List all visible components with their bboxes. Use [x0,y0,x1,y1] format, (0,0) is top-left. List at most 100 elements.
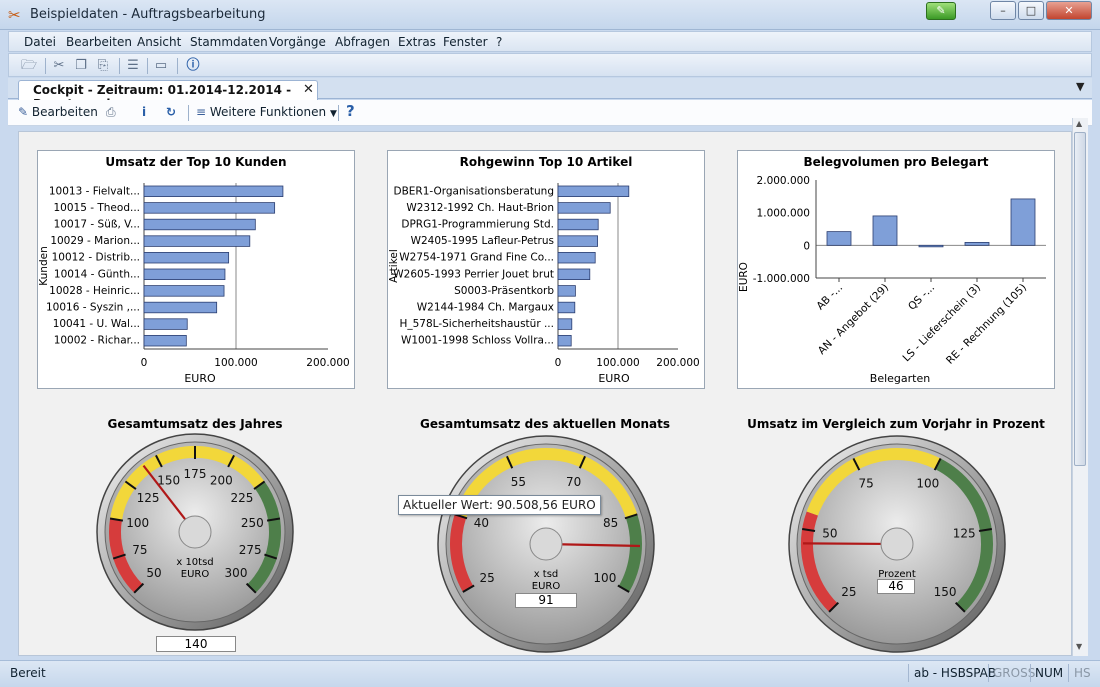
copy-icon[interactable]: ❐ [75,58,87,73]
gauge-band-low [801,511,838,612]
bar [557,252,596,264]
scroll-up-icon[interactable]: ▲ [1076,119,1083,128]
bar [143,218,256,231]
bar [143,252,230,264]
gauge-tick [155,454,163,468]
menu-extras[interactable]: Extras [398,35,436,49]
category-label: 10002 - Richar... [54,335,140,347]
edit-button-label: Bearbeiten [31,105,98,119]
info-icon[interactable]: i [142,105,147,119]
tick-label: 200.000 [306,357,349,369]
menu-stammdaten[interactable]: Stammdaten [190,35,268,49]
bar [872,215,898,246]
status-user: ab - HSBSPAB [914,666,997,680]
window-icon[interactable]: ▭ [154,58,168,73]
gauge-tooltip: Aktueller Wert: 90.508,56 EURO [398,495,601,515]
maximize-button[interactable]: □ [1018,1,1044,20]
toolbar-separator [45,58,46,74]
gauge-percent: 25 50 75 100 125 150 Prozent [788,435,1006,653]
menu-help[interactable]: ? [496,35,503,49]
category-label: 10029 - Marion... [50,235,140,247]
gauge-tick [933,458,942,471]
chart-title: Rohgewinn Top 10 Artikel [459,155,633,169]
category-label: W2144-1984 Ch. Margaux [417,302,554,314]
y-axis-title: EURO [738,262,750,292]
gauge-tick-label: 50 [822,526,837,540]
bar [1010,198,1036,246]
scroll-down-icon[interactable]: ▼ [1076,642,1083,651]
bar [143,202,276,214]
menu-fenster[interactable]: Fenster [443,35,488,49]
gauge-tick-label: 55 [511,475,526,489]
gauge-tick [617,584,630,593]
window-title: Beispieldaten - Auftragsbearbeitung [30,7,266,22]
gauge-tick-label: 225 [230,491,253,505]
menu-vorgaenge[interactable]: Vorgänge [269,35,326,49]
gauge-tick-label: 85 [603,516,618,530]
bar [918,244,944,248]
tab-dropdown-icon[interactable]: ▼ [1076,80,1085,93]
gauge-tick [802,527,816,533]
gauge-band-high [618,514,642,592]
cut-icon[interactable]: ✂ [53,58,65,73]
title-bar: ✂ Beispieldaten - Auftragsbearbeitung ✎ … [0,0,1100,30]
bar [557,301,576,314]
menu-bar: Datei Bearbeiten Ansicht Stammdaten Vorg… [8,31,1092,52]
category-label: W2754-1971 Grand Fine Co... [399,252,554,264]
menu-ansicht[interactable]: Ansicht [137,35,182,49]
gauge-hub [178,515,212,549]
gauge-tick-label: 25 [479,571,494,585]
gauge-tick-label: 275 [239,543,262,557]
category-label: W2405-1995 Lafleur-Petrus [411,235,554,247]
tab-cockpit[interactable]: Cockpit - Zeitraum: 01.2014-12.2014 - Be… [18,80,318,111]
toolbar-separator [147,58,148,74]
y-axis-title: Kunden [38,246,50,285]
help-question-icon[interactable]: ? [346,102,355,120]
list-view-icon[interactable]: ☰ [127,58,139,73]
gauge-percent-value: 46 [877,579,915,594]
menu-datei[interactable]: Datei [24,35,57,49]
tab-close-icon[interactable]: ✕ [303,82,314,97]
refresh-icon[interactable]: ↻ [166,105,177,119]
toolbar-separator [338,105,339,121]
gauge-tick [852,458,861,471]
edit-button[interactable]: ✎ Bearbeiten [18,105,98,119]
gauge-year: 50 75 100 125 150 175 200 225 250 275 300 x 10tsdEU… [96,433,294,631]
scrollbar-thumb[interactable] [1074,132,1086,466]
status-separator [988,664,989,682]
gauge-band-mid [110,446,265,521]
gauge-tick [253,480,266,490]
paste-icon[interactable]: ⎘ [97,58,109,73]
gauge-tick [124,480,137,490]
menu-abfragen[interactable]: Abfragen [335,35,390,49]
status-bar: Bereit ab - HSBSPAB GROSS NUM HS [0,660,1100,687]
toolbar-separator [177,58,178,74]
help-icon[interactable]: ⓘ [186,58,200,73]
minimize-button[interactable]: – [990,1,1016,20]
gauge-tick-label: 125 [953,526,976,540]
bar [143,301,218,314]
gauge-band-low [450,514,474,592]
gauge-year-value: 140 [156,636,236,652]
tick-label: -1.000.000 [753,273,810,285]
open-folder-icon[interactable]: 🗁 [21,58,38,73]
gauge-tick [462,584,475,593]
gauge-tick-label: 75 [132,543,147,557]
menu-bearbeiten[interactable]: Bearbeiten [66,35,132,49]
tick-label: 2.000.000 [757,175,810,187]
edit-window-button[interactable]: ✎ [926,2,956,20]
close-button[interactable]: ✕ [1046,1,1092,20]
print-icon[interactable]: ⎙ [106,105,116,119]
gauge-tick-label: 175 [184,467,207,481]
more-functions-button[interactable]: ≡ Weitere Funktionen ▼ [196,105,337,119]
gauge-tick [828,601,840,613]
gauge-band-mid [454,448,638,519]
category-label: DPRG1-Programmierung Std. [401,219,554,231]
status-separator [908,664,909,682]
bar-chart-top-articles: DBER1-Organisationsberatung W2312-1992 Ch… [388,183,700,385]
tick-label: 0 [141,357,148,369]
category-label: H_578L-Sicherheitshaustür ... [399,318,554,330]
gauge-tick-label: 100 [126,516,149,530]
y-axis-title: Artikel [388,249,400,283]
